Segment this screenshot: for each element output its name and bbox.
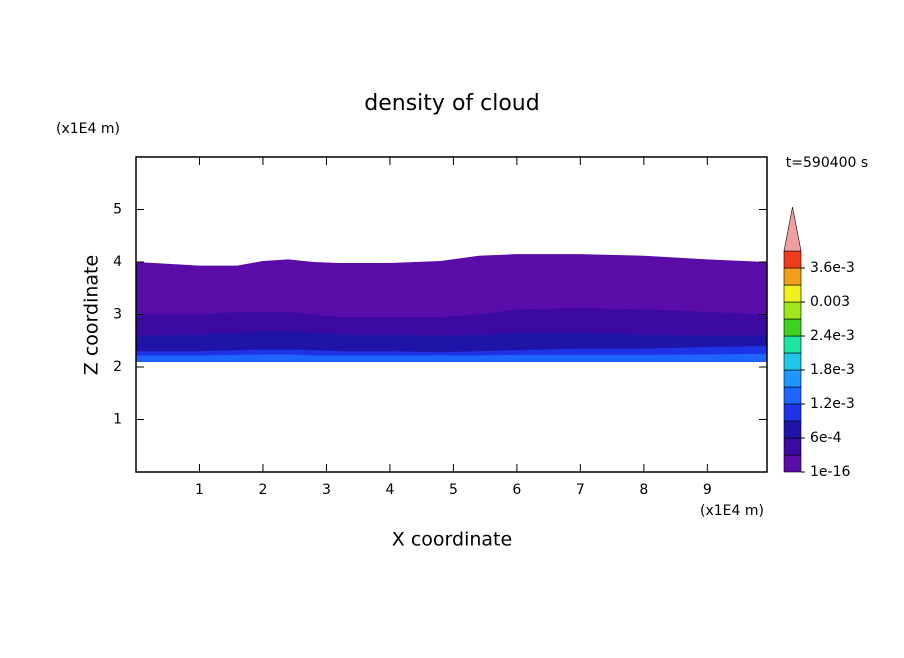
y-axis-label: Z coordinate	[81, 255, 103, 375]
x-tick-label: 9	[703, 482, 712, 498]
colorbar-box	[783, 369, 802, 388]
x-axis-label: X coordinate	[392, 529, 512, 551]
y-tick-label: 3	[113, 307, 122, 323]
colorbar-box	[783, 318, 802, 337]
x-tick-label: 8	[639, 482, 648, 498]
colorbar-box	[783, 335, 802, 354]
x-tick-label: 5	[449, 482, 458, 498]
colorbar-box	[783, 301, 802, 320]
colorbar-box	[783, 267, 802, 286]
y-tick-label: 1	[113, 412, 122, 428]
time-label: t=590400 s	[786, 155, 868, 171]
colorbar-box	[783, 454, 802, 473]
colorbar-label: 2.4e-3	[810, 328, 855, 344]
x-unit: (x1E4 m)	[700, 503, 764, 519]
x-tick-label: 3	[322, 482, 331, 498]
x-tick-label: 7	[576, 482, 585, 498]
colorbar-label: 0.003	[810, 294, 850, 310]
colorbar-box	[783, 284, 802, 303]
colorbar-label: 1.8e-3	[810, 362, 855, 378]
colorbar-label: 1.2e-3	[810, 396, 855, 412]
colorbar-label: 1e-16	[810, 464, 850, 480]
contour-band	[136, 353, 767, 362]
colorbar-triangle	[783, 206, 802, 252]
colorbar-box	[783, 403, 802, 422]
y-tick-label: 2	[113, 359, 122, 375]
x-tick-label: 2	[259, 482, 268, 498]
x-tick-label: 1	[195, 482, 204, 498]
colorbar-label: 3.6e-3	[810, 260, 855, 276]
x-tick-label: 4	[385, 482, 394, 498]
y-tick-label: 5	[113, 202, 122, 218]
y-tick-label: 4	[113, 254, 122, 270]
x-tick-label: 6	[512, 482, 521, 498]
colorbar-box	[783, 437, 802, 456]
colorbar-box	[783, 250, 802, 269]
colorbar-box	[783, 386, 802, 405]
chart-title: density of cloud	[364, 91, 539, 116]
colorbar-box	[783, 420, 802, 439]
colorbar-box	[783, 352, 802, 371]
y-unit: (x1E4 m)	[56, 121, 120, 137]
colorbar-label: 6e-4	[810, 430, 842, 446]
